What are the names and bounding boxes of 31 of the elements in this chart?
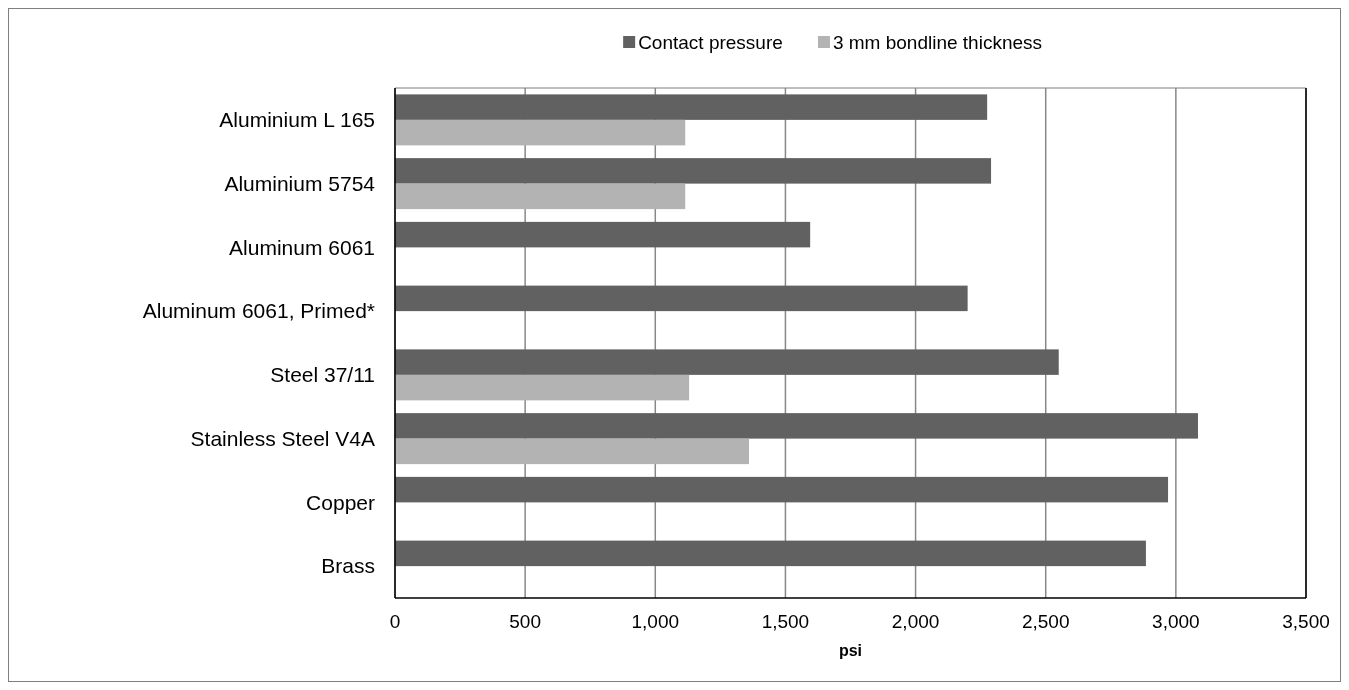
y-tick-label: Copper — [306, 490, 375, 514]
x-tick-label: 1,500 — [761, 611, 810, 632]
x-tick-label: 3,500 — [1282, 611, 1330, 632]
x-tick-label: 2,500 — [1021, 611, 1070, 632]
y-tick-label: Aluminum 6061 — [229, 235, 375, 259]
x-tick-label: 500 — [509, 611, 541, 632]
bar — [395, 158, 992, 184]
y-tick-label: Steel 37/11 — [270, 363, 375, 387]
legend-label: 3 mm bondline thickness — [832, 31, 1043, 53]
bar — [395, 221, 811, 248]
bar — [395, 374, 690, 401]
x-tick-label: 0 — [389, 611, 401, 632]
bar — [395, 285, 968, 312]
y-tick-label: Stainless Steel V4A — [190, 426, 375, 450]
bar — [395, 349, 1059, 375]
bar — [395, 413, 1198, 439]
y-tick-label: Aluminium 5754 — [224, 171, 376, 195]
x-tick-label: 2,000 — [891, 611, 940, 632]
y-tick-label: Brass — [321, 554, 375, 578]
bar — [395, 476, 1169, 503]
bar — [395, 183, 686, 210]
legend-label: Contact pressure — [638, 31, 783, 53]
bar — [395, 540, 1146, 567]
bar — [395, 119, 686, 146]
y-tick-label: Aluminium L 165 — [219, 108, 375, 132]
x-tick-label: 3,000 — [1152, 611, 1200, 632]
bar — [395, 438, 749, 465]
y-tick-label: Aluminum 6061, Primed* — [142, 299, 375, 323]
x-axis-title: psi — [838, 642, 863, 659]
x-tick-label: 1,000 — [631, 611, 680, 632]
bar — [395, 94, 988, 120]
